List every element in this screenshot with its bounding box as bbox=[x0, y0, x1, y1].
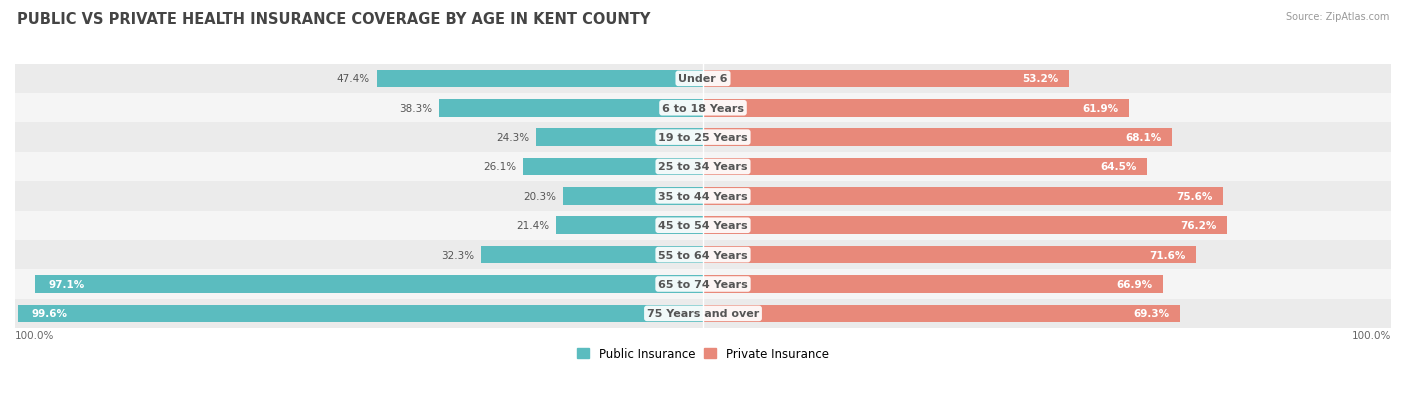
Bar bbox=[523, 158, 703, 176]
Bar bbox=[15, 299, 1391, 328]
Bar bbox=[555, 217, 703, 235]
Text: 55 to 64 Years: 55 to 64 Years bbox=[658, 250, 748, 260]
Text: 32.3%: 32.3% bbox=[440, 250, 474, 260]
Bar bbox=[481, 246, 703, 264]
Text: 69.3%: 69.3% bbox=[1133, 309, 1170, 318]
Text: 75.6%: 75.6% bbox=[1177, 191, 1213, 202]
Bar bbox=[703, 275, 1163, 293]
Text: 100.0%: 100.0% bbox=[1351, 331, 1391, 341]
Text: 71.6%: 71.6% bbox=[1149, 250, 1185, 260]
Text: 68.1%: 68.1% bbox=[1125, 133, 1161, 143]
Legend: Public Insurance, Private Insurance: Public Insurance, Private Insurance bbox=[572, 342, 834, 365]
Bar bbox=[703, 158, 1147, 176]
Text: 65 to 74 Years: 65 to 74 Years bbox=[658, 279, 748, 289]
Text: 64.5%: 64.5% bbox=[1099, 162, 1136, 172]
Bar bbox=[703, 305, 1180, 323]
Bar bbox=[703, 188, 1223, 205]
Text: 47.4%: 47.4% bbox=[337, 74, 370, 84]
Text: 6 to 18 Years: 6 to 18 Years bbox=[662, 104, 744, 114]
Text: 75 Years and over: 75 Years and over bbox=[647, 309, 759, 318]
Bar bbox=[703, 129, 1171, 147]
Text: Source: ZipAtlas.com: Source: ZipAtlas.com bbox=[1285, 12, 1389, 22]
Text: 19 to 25 Years: 19 to 25 Years bbox=[658, 133, 748, 143]
Bar bbox=[703, 100, 1129, 117]
Text: 76.2%: 76.2% bbox=[1181, 221, 1218, 231]
Bar bbox=[18, 305, 703, 323]
Bar bbox=[35, 275, 703, 293]
Text: 100.0%: 100.0% bbox=[15, 331, 55, 341]
Text: 97.1%: 97.1% bbox=[49, 279, 84, 289]
Text: 24.3%: 24.3% bbox=[496, 133, 529, 143]
Bar bbox=[15, 182, 1391, 211]
Text: 99.6%: 99.6% bbox=[31, 309, 67, 318]
Text: 21.4%: 21.4% bbox=[516, 221, 548, 231]
Text: 25 to 34 Years: 25 to 34 Years bbox=[658, 162, 748, 172]
Bar bbox=[440, 100, 703, 117]
Text: 35 to 44 Years: 35 to 44 Years bbox=[658, 191, 748, 202]
Text: PUBLIC VS PRIVATE HEALTH INSURANCE COVERAGE BY AGE IN KENT COUNTY: PUBLIC VS PRIVATE HEALTH INSURANCE COVER… bbox=[17, 12, 650, 27]
Text: 20.3%: 20.3% bbox=[523, 191, 557, 202]
Bar bbox=[15, 152, 1391, 182]
Bar bbox=[15, 240, 1391, 270]
Bar bbox=[536, 129, 703, 147]
Text: 66.9%: 66.9% bbox=[1116, 279, 1153, 289]
Text: 53.2%: 53.2% bbox=[1022, 74, 1059, 84]
Bar bbox=[703, 70, 1069, 88]
Text: 38.3%: 38.3% bbox=[399, 104, 433, 114]
Bar bbox=[15, 123, 1391, 152]
Bar bbox=[564, 188, 703, 205]
Text: 45 to 54 Years: 45 to 54 Years bbox=[658, 221, 748, 231]
Text: Under 6: Under 6 bbox=[678, 74, 728, 84]
Text: 61.9%: 61.9% bbox=[1083, 104, 1119, 114]
Bar bbox=[15, 211, 1391, 240]
Bar bbox=[15, 270, 1391, 299]
Text: 26.1%: 26.1% bbox=[484, 162, 516, 172]
Bar bbox=[15, 94, 1391, 123]
Bar bbox=[15, 64, 1391, 94]
Bar bbox=[703, 217, 1227, 235]
Bar bbox=[703, 246, 1195, 264]
Bar bbox=[377, 70, 703, 88]
